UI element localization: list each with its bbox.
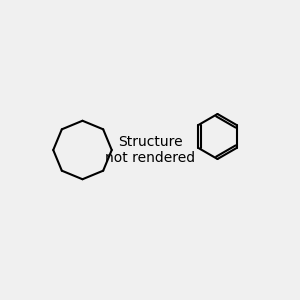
Text: Structure
not rendered: Structure not rendered [105, 135, 195, 165]
